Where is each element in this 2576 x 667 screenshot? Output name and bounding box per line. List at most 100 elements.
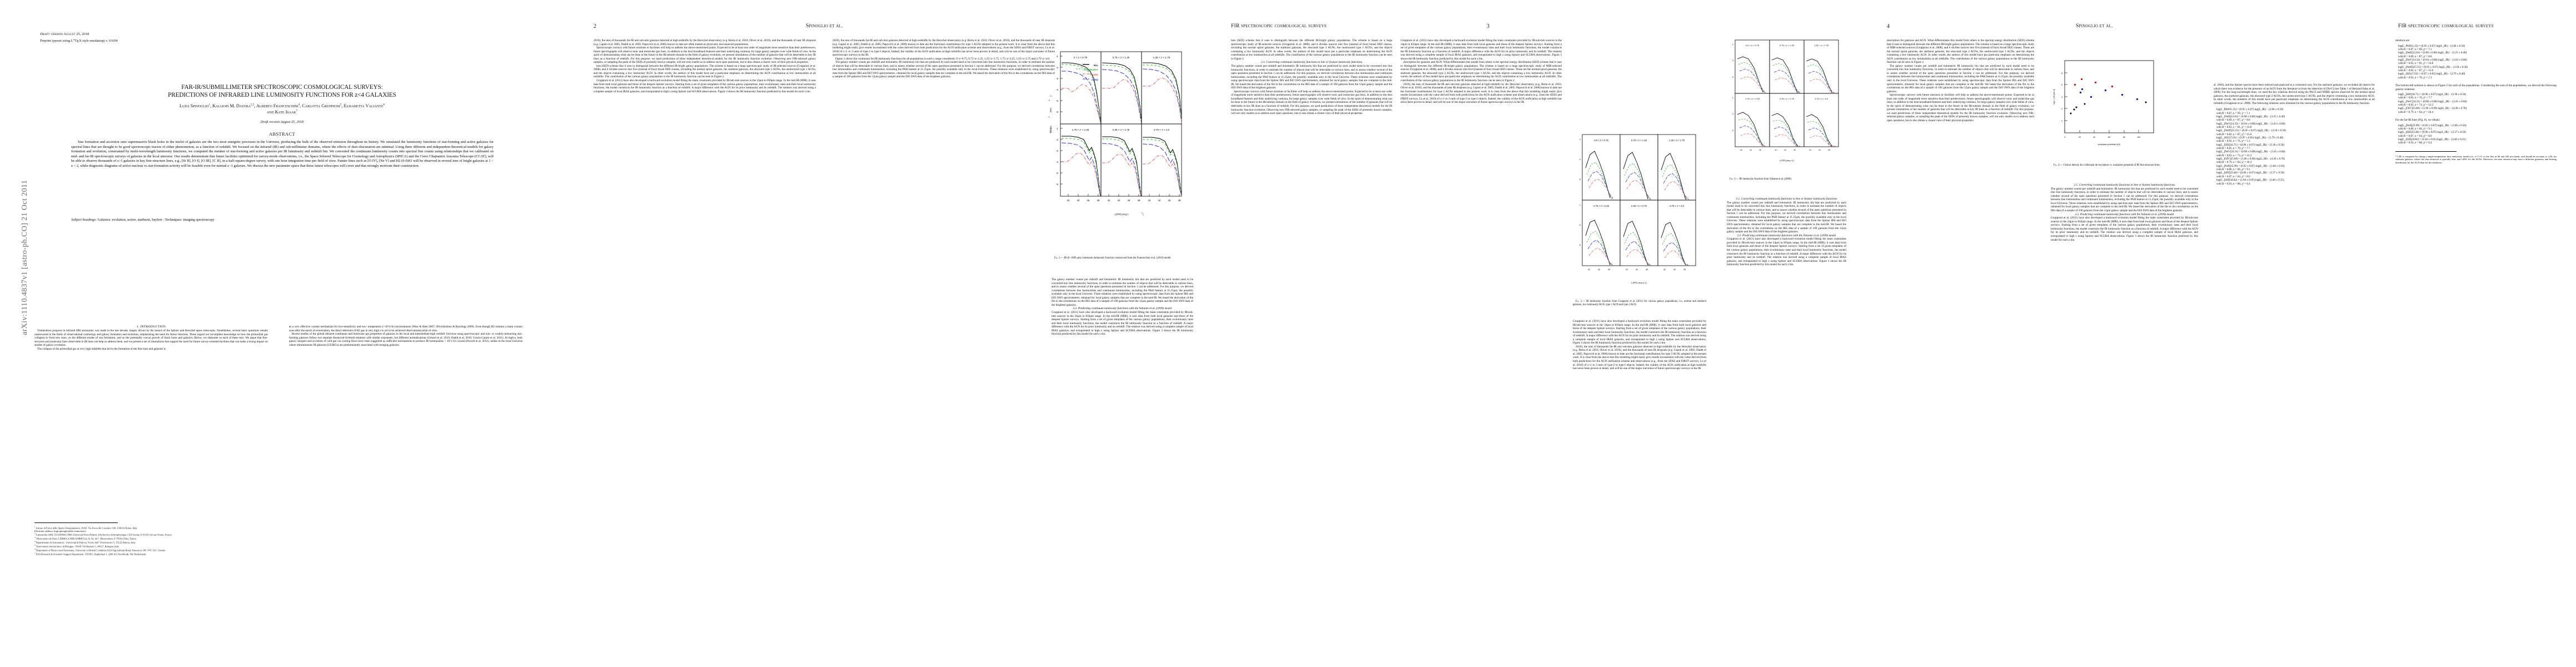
- page3-col1-paragraph-2: The galaxy number counts per redshift an…: [1231, 64, 1392, 90]
- equation-3: with R = 0.89, n = 87, χ² = 8.8: [2216, 119, 2250, 122]
- equation-7: with R = 0.82, n = 87, χ² = 15.0: [2216, 133, 2252, 136]
- svg-text:-1: -1: [1579, 204, 1581, 206]
- figure-3-svg: 0.0 < z < 0.75 -1 -3 -5 0.75 < z < 1.25: [1732, 39, 1839, 162]
- svg-text:46: 46: [1646, 268, 1648, 271]
- figure-1-caption-text: IR (8−1000 μm) continuum luminosity func…: [1063, 257, 1172, 260]
- page4-column-4: relations are: log(L_PAH11.25) = (0.95 ±…: [2395, 39, 2557, 539]
- svg-text:-5: -5: [1056, 99, 1058, 102]
- page4-col1-paragraph-2: The galaxy number counts per redshift an…: [1887, 64, 2034, 93]
- svg-text:46: 46: [1608, 268, 1610, 271]
- equation2-7: with R = 0.82, n = 87, χ² = 15.0: [2398, 69, 2434, 72]
- page3-subsection-2-1b: 2.1. Converting continuum luminosity fun…: [1736, 197, 1837, 201]
- page-3: FIR spectroscopic cosmological surveys 3…: [1209, 0, 1865, 667]
- fig3-row-2: 1.75 < z < 2.25 -1 -3 -5 42 44 46: [1732, 93, 1839, 151]
- page4-column-3-equations: al. 2004), and the Spitzer spectra have …: [2214, 83, 2375, 639]
- svg-text:-6: -6: [1056, 183, 1058, 186]
- equation-list-4: log(L_[FeII]25.99) = (0.92 ± 0.07) log(L…: [2395, 125, 2557, 146]
- section-heading-introduction: 1. INTRODUCTION: [136, 325, 166, 328]
- svg-text:-3: -3: [1579, 158, 1581, 161]
- svg-text:-1: -1: [1056, 55, 1058, 58]
- svg-text:1.75 < z < 2.25: 1.75 < z < 2.25: [1745, 97, 1760, 100]
- page4-col2-paragraph-1: The galaxy number counts per redshift an…: [2051, 187, 2198, 212]
- equation4-2: log(L_[SIII]33.48) = (0.96 ± 0.07) log(L…: [2398, 131, 2466, 135]
- figure-4: 0 20 40 60 80 100 2 3 4 5 6: [2048, 53, 2168, 158]
- svg-text:44: 44: [1818, 149, 1821, 151]
- svg-text:2: 2: [2061, 120, 2062, 122]
- figure-1-caption: Fig. 1.— IR (8−1000 μm) continuum lumino…: [1052, 257, 1193, 260]
- equation4-5: with R = 0.93, n = 88, χ² = 6.4: [2398, 142, 2432, 145]
- svg-text:-5: -5: [1579, 244, 1581, 246]
- svg-text:-1: -1: [1732, 97, 1733, 99]
- equation-2: log(L_[NeII]12.81) = (0.98 ± 0.06) log(L…: [2216, 115, 2285, 118]
- figure-2: 0.0 < z < 0.75 -1 -3 -5 0.75 < z < 1.25: [1569, 127, 1708, 293]
- equation-4: log(L_[NeV]14.32) = (0.94 ± 0.08) log(L_…: [2216, 122, 2285, 126]
- page-2: 2 Spinoglio et al. 2010), the tens of th…: [567, 0, 1209, 667]
- equation-12: log(L_[NeV]24.31) = (0.98 ± 0.08) log(L_…: [2216, 151, 2285, 154]
- page-4: 4 Spinoglio et al. FIR spectroscopic cos…: [1865, 0, 2576, 667]
- subject-headings-label: Subject headings:: [71, 218, 97, 222]
- footnote-6: 6 Department of Physics and Astronomy, U…: [34, 547, 165, 552]
- page4-column-2: 2.1. Converting continuum luminosity fun…: [2051, 183, 2198, 639]
- svg-text:44: 44: [1077, 199, 1080, 202]
- footnote-3: 3 Observatoire de Paris, LERMA (CNRS:UMR…: [34, 536, 137, 540]
- footnote-block: 1 Istituto di Fisica dello Spazio Interp…: [34, 526, 268, 556]
- svg-text:-2: -2: [1056, 138, 1058, 141]
- svg-text:46: 46: [1759, 149, 1761, 151]
- equation-13: with R = 0.83, n = 74, χ² = 12.2: [2216, 154, 2252, 157]
- figure-4-caption: Fig. 4.— Critical density for collisiona…: [2051, 164, 2165, 167]
- svg-text:0.75 < z < 1.25: 0.75 < z < 1.25: [1780, 44, 1794, 47]
- page-separator-1: [566, 0, 567, 667]
- equation-6: log(L_[NeIII]15.55) = (0.95 ± 0.07) log(…: [2216, 130, 2286, 133]
- equation-list-3: log(L_[SIII]18.71) = (0.90 ± 0.07) log(L…: [2395, 93, 2557, 115]
- svg-text:2.75 < z < 4.0: 2.75 < z < 4.0: [1670, 205, 1684, 207]
- svg-text:44: 44: [1784, 149, 1786, 151]
- svg-text:48: 48: [1178, 199, 1181, 202]
- equation3-4: log(L_[OIV]25.89) = (1.06 ± 0.09) log(L_…: [2398, 107, 2467, 111]
- equation-18: log(L_[SIII]33.48) = (0.96 ± 0.07) log(L…: [2216, 172, 2284, 175]
- figure-1-caption-number: Fig. 1.—: [1054, 257, 1064, 260]
- page-separator-3: [1864, 0, 1865, 667]
- page4-col1-paragraph-1: description for galaxies and AGN. What d…: [1887, 39, 2034, 64]
- svg-text:-1: -1: [1732, 43, 1733, 46]
- svg-text:1.25 < z < 1.75: 1.25 < z < 1.75: [1814, 44, 1828, 47]
- svg-text:-1: -1: [1579, 138, 1581, 141]
- page1-col2-paragraph-2: Recent studies of the global infrared co…: [289, 332, 522, 347]
- svg-text:-5: -5: [1056, 172, 1058, 175]
- svg-text:1.75 < z < 2.25: 1.75 < z < 2.25: [1072, 128, 1089, 131]
- svg-text:42: 42: [1740, 149, 1742, 151]
- page2-header-title: Spinoglio et al.: [806, 23, 843, 29]
- equation-9: with R = 0.92, n = 76, χ² = 5.3: [2216, 140, 2250, 143]
- abstract-text: Star formation and accretion onto superm…: [71, 140, 494, 168]
- svg-text:1.25 < z < 1.75: 1.25 < z < 1.75: [1669, 139, 1685, 142]
- page4-col3-intro: al. 2004), and the Spitzer spectra have …: [2214, 83, 2375, 105]
- draft-version-subtitle: Draft version August 25, 2018: [260, 120, 304, 124]
- page2-subsection-2-2: 2.2. Predicting continuum luminosity fun…: [1073, 307, 1172, 311]
- fig1-xlabel-exp: -1: [1141, 212, 1143, 214]
- draft-version-line: Draft version August 25, 2018: [40, 32, 89, 36]
- svg-text:46: 46: [1793, 149, 1796, 151]
- page3-column-3: Gruppioni et al. (2011) have also develo…: [1573, 320, 1706, 642]
- svg-text:42: 42: [1809, 149, 1811, 151]
- svg-text:0.75 < z < 1.25: 0.75 < z < 1.25: [1631, 139, 1647, 142]
- equation-5: with R = 0.81, n = 81, χ² = 14.8: [2216, 126, 2252, 129]
- fig1-xlabel: L(FIR) (erg s: [1115, 213, 1129, 216]
- equation-8: log(L_(H2)17.03) = (0.97 ± 0.05) log(L_I…: [2216, 137, 2284, 140]
- svg-text:-4: -4: [1056, 88, 1058, 91]
- svg-text:1.25 < z < 1.75: 1.25 < z < 1.75: [1153, 56, 1170, 59]
- svg-text:42: 42: [1108, 199, 1110, 202]
- page2-col3-paragraph-2: Gruppioni et al. (2011) have also develo…: [1052, 311, 1193, 336]
- svg-text:2.25 < z < 2.75: 2.25 < z < 2.75: [1780, 97, 1794, 100]
- page2-col3-paragraph-1: The galaxy number counts per redshift an…: [1052, 278, 1193, 307]
- svg-text:44: 44: [1118, 199, 1120, 202]
- page1-column-1: 1. INTRODUCTION Tremendous progress in i…: [34, 325, 268, 525]
- title-line-2: PREDICTIONS OF INFRARED LINE LUMINOSITY …: [168, 92, 396, 99]
- page4-col4-relations-label: relations are:: [2395, 39, 2410, 42]
- equation2-3: with R = 0.89, n = 87, χ² = 8.8: [2398, 55, 2432, 58]
- equation-11: with R = 0.85, n = 70, χ² = 7.7: [2216, 147, 2250, 151]
- title-line-1: FAR-IR/SUBMILLIMETER SPECTROSCOPIC COSMO…: [181, 84, 383, 91]
- svg-text:48: 48: [1097, 199, 1100, 202]
- page2-col1-paragraph-3: tion (SED) scheme that it uses to distin…: [594, 64, 816, 79]
- svg-text:5: 5: [2061, 84, 2062, 86]
- svg-text:2.75 < z < 4.0: 2.75 < z < 4.0: [1815, 97, 1828, 100]
